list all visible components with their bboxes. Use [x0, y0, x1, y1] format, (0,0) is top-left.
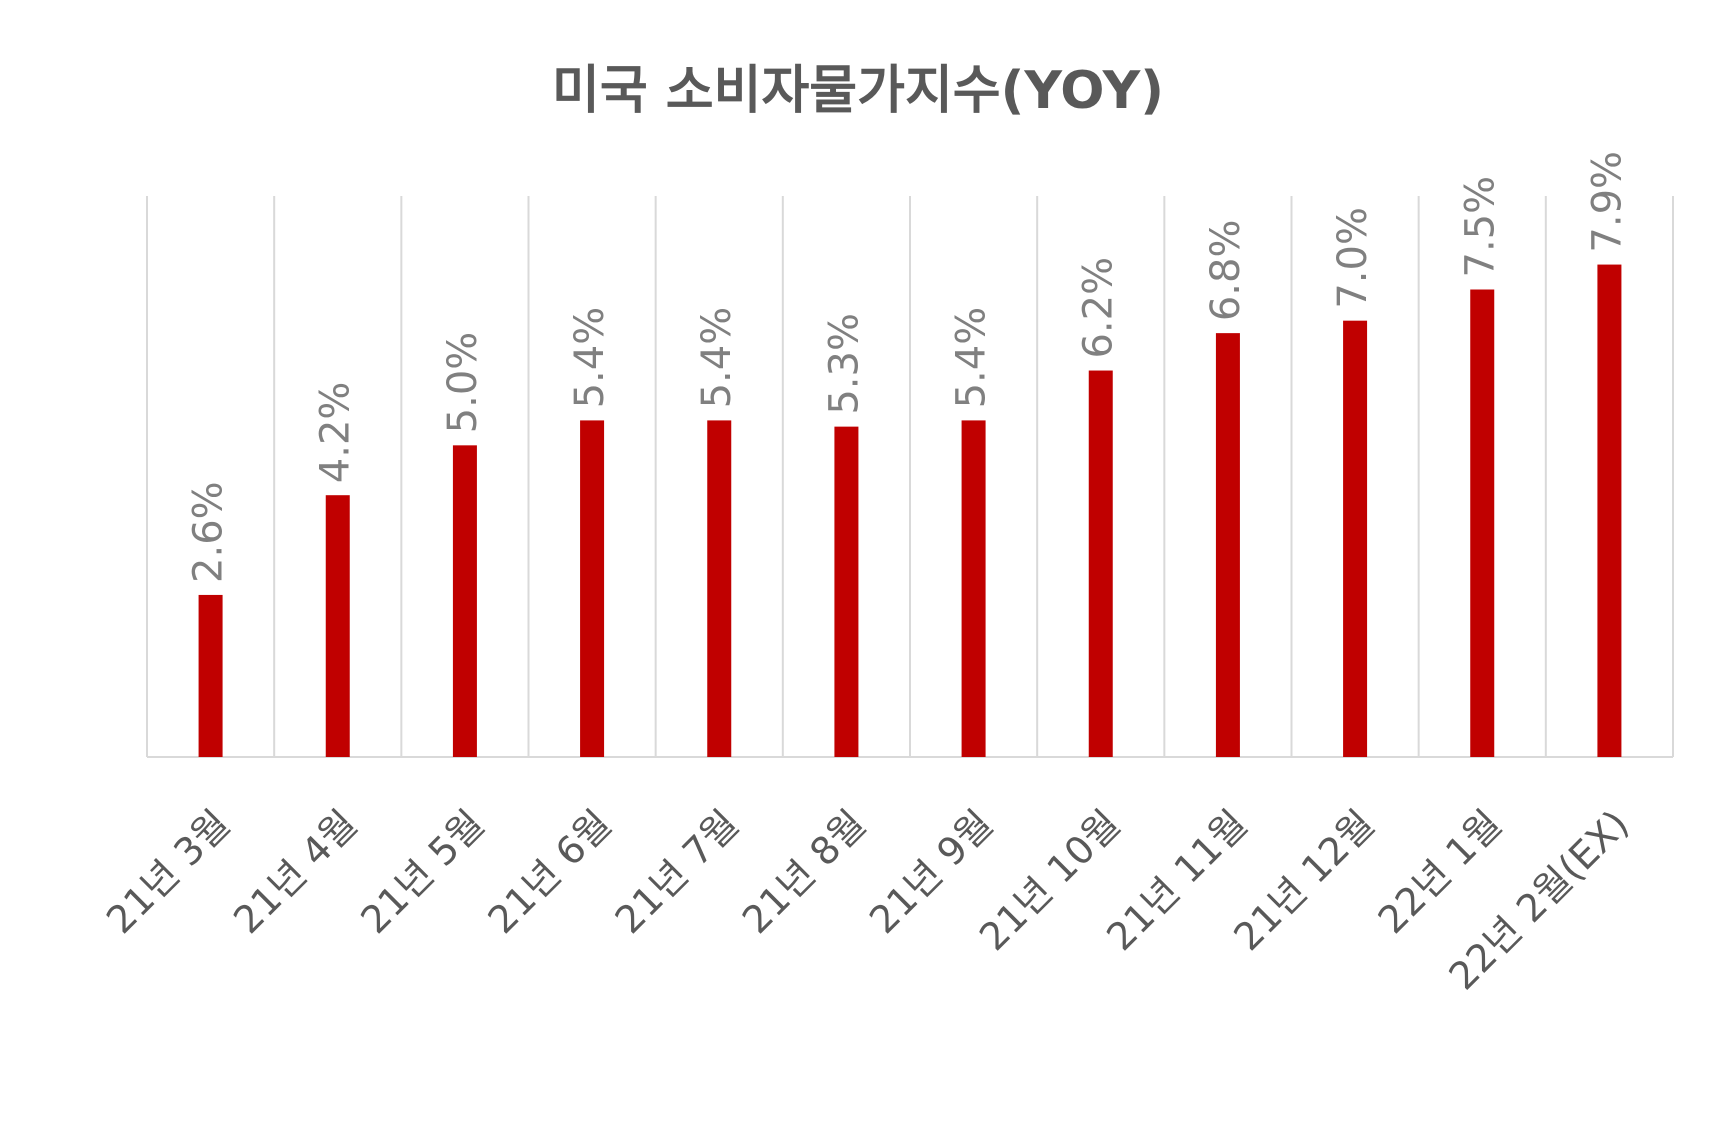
chart-title: 미국 소비자물가지수(YOY)	[552, 61, 1164, 121]
bar	[580, 420, 605, 757]
bar	[198, 594, 223, 757]
value-label: 7.5%	[1457, 176, 1503, 278]
bar	[961, 420, 986, 757]
x-tick-label: 21년 5월	[352, 802, 492, 942]
value-label: 6.2%	[1076, 257, 1122, 359]
bar	[1215, 333, 1240, 757]
bar	[1088, 370, 1113, 757]
x-tick-label: 21년 8월	[734, 802, 874, 942]
value-label: 5.4%	[694, 307, 740, 409]
bar	[452, 445, 477, 757]
x-tick-label: 21년 4월	[225, 802, 365, 942]
value-label: 6.8%	[1203, 220, 1249, 322]
value-label: 7.0%	[1330, 207, 1376, 309]
value-label: 7.9%	[1584, 151, 1630, 253]
x-tick-label: 21년 12월	[1225, 802, 1382, 959]
x-tick-label: 21년 7월	[607, 802, 747, 942]
x-tick-label: 21년 6월	[479, 802, 619, 942]
value-label: 5.3%	[821, 313, 867, 415]
bar	[325, 495, 350, 757]
bar	[1343, 320, 1368, 757]
bar	[1597, 264, 1622, 757]
value-label: 2.6%	[186, 481, 232, 583]
bar	[1470, 289, 1495, 757]
value-label: 4.2%	[313, 382, 359, 484]
value-label: 5.0%	[440, 332, 486, 434]
value-label: 5.4%	[949, 307, 995, 409]
bar	[834, 426, 859, 757]
bar	[707, 420, 732, 757]
value-label: 5.4%	[567, 307, 613, 409]
x-tick-label: 21년 3월	[98, 802, 238, 942]
